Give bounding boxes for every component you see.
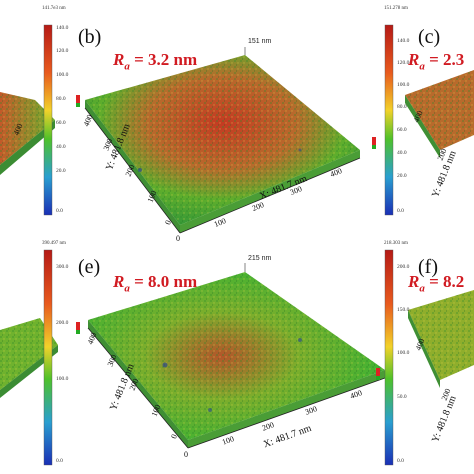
colorbar-c-tick: 0.0: [397, 208, 404, 214]
colorbar-c-max-label: 151.278 nm: [384, 6, 408, 11]
panel-f-letter: (f): [418, 256, 438, 278]
colorbar-c-tick: 20.0: [397, 173, 407, 179]
orientation-marker-f: [376, 368, 380, 380]
panel-b-peak-label: 151 nm: [248, 38, 272, 45]
panel-b-letter: (b): [78, 26, 102, 48]
ra-value: = 3.2 nm: [134, 50, 198, 69]
colorbar-b: [43, 24, 53, 216]
left-cut-panel-bottom: [0, 318, 58, 398]
colorbar-c-tick: 40.0: [397, 150, 407, 156]
panel-e-surface: [87, 263, 386, 449]
colorbar-e-tick: 0.0: [56, 458, 63, 464]
orientation-marker-b: [76, 95, 80, 107]
colorbar-c-tick: 120.0: [397, 60, 410, 66]
colorbar-c-tick: 80.0: [397, 104, 407, 110]
panel-b-x-tick: 0: [176, 234, 180, 243]
colorbar-f-tick: 150.0: [397, 307, 410, 313]
ra-subscript: a: [124, 60, 130, 73]
panel-c-letter: (c): [418, 26, 441, 48]
colorbar-b-tick: 40.0: [56, 144, 66, 150]
panel-c-roughness: Ra = 2.3: [408, 50, 464, 72]
colorbar-b-tick: 0.0: [56, 208, 63, 214]
colorbar-f-tick: 50.0: [397, 394, 407, 400]
colorbar-f-tick: 200.0: [397, 264, 410, 270]
orientation-marker-c: [372, 137, 376, 149]
colorbar-b-tick: 140.0: [56, 25, 69, 31]
colorbar-b-tick: 80.0: [56, 96, 66, 102]
ra-value: = 8.2: [429, 272, 465, 291]
panel-f-roughness: Ra = 8.2: [408, 272, 464, 294]
panel-e-peak-label: 215 nm: [248, 255, 272, 262]
colorbar-b-max-label: 141.7e3 nm: [42, 6, 66, 11]
panel-b-surface: [84, 47, 361, 234]
ra-symbol: R: [408, 272, 420, 291]
panel-f-surface: [408, 290, 474, 388]
colorbar-b-tick: 20.0: [56, 168, 66, 174]
ra-symbol: R: [113, 50, 125, 69]
colorbar-c-tick: 100.0: [397, 82, 410, 88]
ra-subscript: a: [419, 282, 425, 295]
ra-subscript: a: [124, 282, 130, 295]
colorbar-b-tick: 60.0: [56, 120, 66, 126]
colorbar-e-tick: 200.0: [56, 320, 69, 326]
colorbar-c-tick: 140.0: [397, 38, 410, 44]
colorbar-e-tick: 300.0: [56, 264, 69, 270]
ra-value: = 2.3: [429, 50, 465, 69]
ra-symbol: R: [113, 272, 125, 291]
panel-e-letter: (e): [78, 256, 101, 278]
colorbar-e-max-label: 390.497 nm: [42, 241, 66, 246]
colorbar-e-tick: 100.0: [56, 376, 69, 382]
colorbar-f: [384, 249, 394, 466]
left-cut-panel-top: [0, 92, 55, 175]
ra-subscript: a: [419, 60, 425, 73]
colorbar-f-max-label: 218.303 nm: [384, 241, 408, 246]
panel-b-roughness: Ra = 3.2 nm: [113, 50, 197, 72]
panel-e-x-tick: 0: [184, 450, 188, 459]
ra-symbol: R: [408, 50, 420, 69]
colorbar-e: [43, 249, 53, 466]
colorbar-c: [384, 24, 394, 216]
orientation-marker-e: [76, 322, 80, 334]
panel-e-roughness: Ra = 8.0 nm: [113, 272, 197, 294]
colorbar-f-tick: 100.0: [397, 350, 410, 356]
colorbar-b-tick: 120.0: [56, 48, 69, 54]
panel-c-surface: [405, 70, 474, 158]
colorbar-b-tick: 100.0: [56, 72, 69, 78]
colorbar-f-tick: 0.0: [397, 458, 404, 464]
colorbar-c-tick: 60.0: [397, 127, 407, 133]
ra-value: = 8.0 nm: [134, 272, 198, 291]
